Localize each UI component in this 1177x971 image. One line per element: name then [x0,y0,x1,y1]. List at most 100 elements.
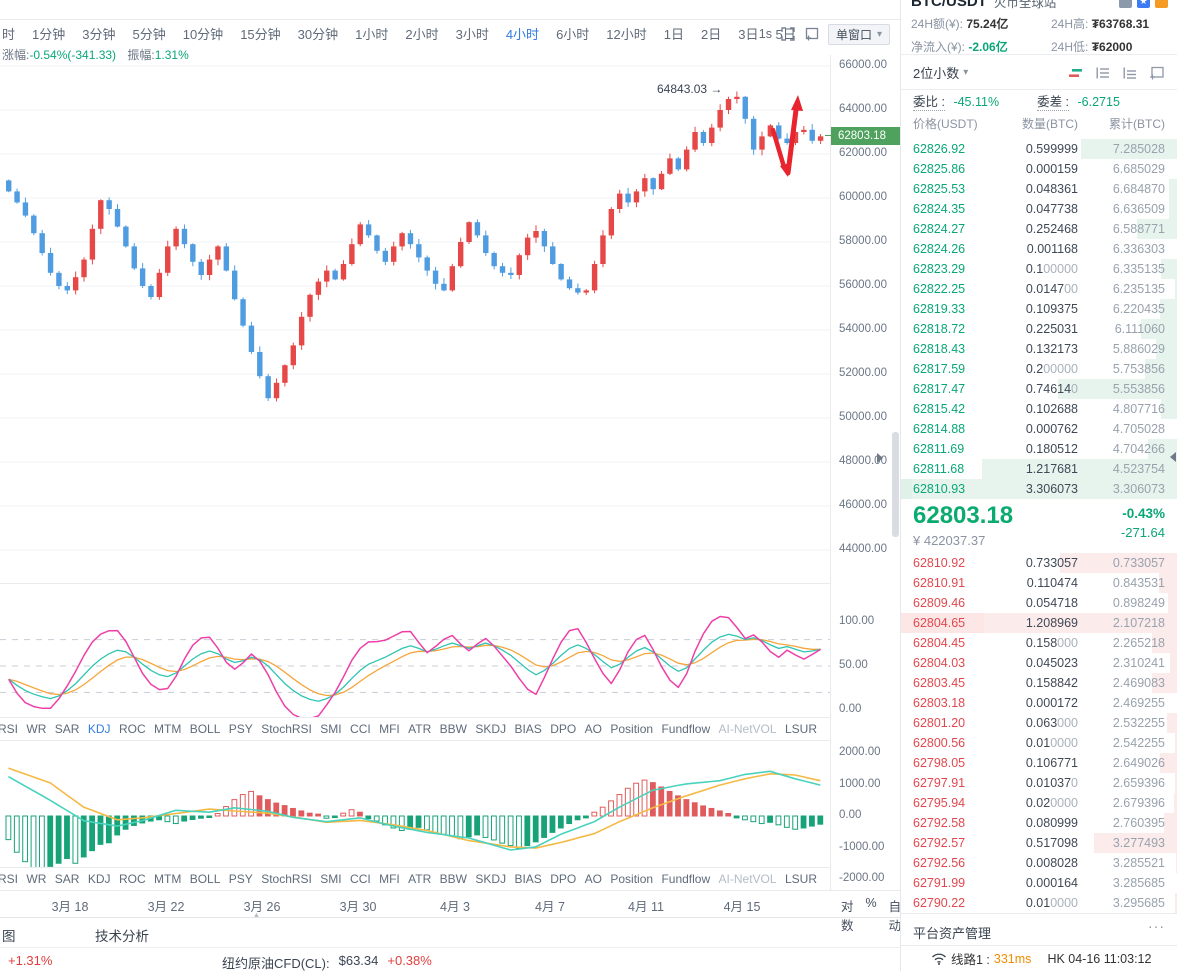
timeframe-15分钟[interactable]: 15分钟 [240,27,281,42]
indicator-tab-SMI[interactable]: SMI [320,872,342,886]
indicator-tab-ATR[interactable]: ATR [408,872,432,886]
single-list-icon[interactable] [1122,66,1138,80]
timeframe-5分钟[interactable]: 5分钟 [132,27,166,42]
timeframe-时[interactable]: 时 [2,27,16,42]
indicator-tab-BIAS[interactable]: BIAS [514,872,542,886]
indicator-tab-MTM[interactable]: MTM [154,872,182,886]
indicator-tab-BOLL[interactable]: BOLL [189,722,221,736]
bid-price[interactable]: 62810.92 [913,556,966,570]
depth-view-icon[interactable] [1067,66,1084,80]
ask-price[interactable]: 62818.72 [913,322,966,336]
bid-price[interactable]: 62804.45 [913,636,966,650]
bid-row[interactable]: 62804.65 1.208969 2.107218 [901,613,1177,633]
add-pane-icon[interactable] [804,27,819,41]
indicator-tab-SAR[interactable]: SAR [54,872,80,886]
alert-icon[interactable] [1119,0,1132,8]
axis-scrollbar[interactable] [892,432,899,537]
indicator-tab-AI-NetVOL[interactable]: AI-NetVOL [718,872,777,886]
ask-price[interactable]: 62811.69 [913,442,965,456]
bid-price[interactable]: 62792.56 [913,856,966,870]
ask-price[interactable]: 62825.86 [913,162,966,176]
indicator-tab-CCI[interactable]: CCI [350,872,371,886]
ask-row[interactable]: 62811.68 1.217681 4.523754 [901,459,1177,479]
timeframe-4小时[interactable]: 4小时 [505,27,540,42]
ask-price[interactable]: 62817.47 [913,382,966,396]
bid-row[interactable]: 62792.58 0.080999 2.760395 [901,813,1177,833]
indicator-tab-ROC[interactable]: ROC [118,872,146,886]
panel-collapse-handle[interactable] [1170,452,1176,462]
timeframe-5日[interactable]: 5日 [775,27,796,42]
ticker-instrument[interactable]: 纽约原油CFD(CL): [222,956,330,971]
indicator-tab-WR[interactable]: WR [26,722,47,736]
timeframe-1日[interactable]: 1日 [663,27,684,42]
ask-row[interactable]: 62815.42 0.102688 4.807716 [901,399,1177,419]
indicator-tab-Fundflow[interactable]: Fundflow [661,722,711,736]
ask-row[interactable]: 62824.26 0.001168 6.336303 [901,239,1177,259]
indicator-tab-Position[interactable]: Position [610,722,654,736]
indicator-tab-ROC[interactable]: ROC [118,722,146,736]
bid-price[interactable]: 62809.46 [913,596,966,610]
ask-price[interactable]: 62810.93 [913,482,966,496]
ask-price[interactable]: 62824.35 [913,202,966,216]
bid-row[interactable]: 62792.56 0.008028 3.285521 [901,853,1177,873]
indicator-tab-LSUR[interactable]: LSUR [784,722,817,736]
indicator-tab-RSI[interactable]: RSI [0,872,19,886]
bid-row[interactable]: 62801.20 0.063000 2.532255 [901,713,1177,733]
ask-row[interactable]: 62825.53 0.048361 6.684870 [901,179,1177,199]
bid-price[interactable]: 62795.94 [913,796,966,810]
indicator-tab-StochRSI[interactable]: StochRSI [261,872,312,886]
bid-row[interactable]: 62795.94 0.020000 2.679396 [901,793,1177,813]
bid-price[interactable]: 62804.65 [913,616,966,630]
ask-price[interactable]: 62814.88 [913,422,966,436]
ask-price[interactable]: 62811.68 [913,462,965,476]
bid-row[interactable]: 62790.22 0.010000 3.295685 [901,893,1177,913]
indicator-tab-RSI[interactable]: RSI [0,722,19,736]
bid-row[interactable]: 62792.57 0.517098 3.277493 [901,833,1177,853]
bid-price[interactable]: 62800.56 [913,736,966,750]
indicator-tab-KDJ[interactable]: KDJ [87,872,111,886]
indicator-tab-MTM[interactable]: MTM [154,722,182,736]
bid-price[interactable]: 62803.18 [913,696,966,710]
timeframe-1分钟[interactable]: 1分钟 [32,27,66,42]
indicator-tab-MFI[interactable]: MFI [379,722,400,736]
ask-price[interactable]: 62822.25 [913,282,966,296]
ask-price[interactable]: 62818.43 [913,342,966,356]
ask-price[interactable]: 62825.53 [913,182,966,196]
bid-price[interactable]: 62792.57 [913,836,966,850]
bid-row[interactable]: 62809.46 0.054718 0.898249 [901,593,1177,613]
indicator-tab-DPO[interactable]: DPO [550,872,577,886]
panel-expand-handle[interactable] [877,453,883,463]
indicator-tab-BIAS[interactable]: BIAS [514,722,542,736]
bid-price[interactable]: 62792.58 [913,816,966,830]
ask-price[interactable]: 62824.27 [913,222,966,236]
ask-row[interactable]: 62814.88 0.000762 4.705028 [901,419,1177,439]
scale-button-自动[interactable]: 自动 [888,900,902,933]
add-window-icon[interactable] [1149,66,1165,80]
ask-row[interactable]: 62818.43 0.132173 5.886029 [901,339,1177,359]
kdj-indicator-pane[interactable] [0,585,830,717]
bid-row[interactable]: 62791.99 0.000164 3.285685 [901,873,1177,893]
bid-row[interactable]: 62797.91 0.010370 2.659396 [901,773,1177,793]
timeframe-6小时[interactable]: 6小时 [556,27,590,42]
ask-price[interactable]: 62815.42 [913,402,966,416]
bid-row[interactable]: 62798.05 0.106771 2.649026 [901,753,1177,773]
ask-row[interactable]: 62811.69 0.180512 4.704266 [901,439,1177,459]
ask-row[interactable]: 62822.25 0.014700 6.235135 [901,279,1177,299]
timeframe-3日[interactable]: 3日 [738,27,759,42]
list-view-icon[interactable] [1095,66,1111,80]
timeframe-10分钟[interactable]: 10分钟 [182,27,224,42]
timeframe-3小时[interactable]: 3小时 [455,27,489,42]
indicator-tab-SKDJ[interactable]: SKDJ [475,722,507,736]
timeframe-2日[interactable]: 2日 [701,27,722,42]
bid-row[interactable]: 62810.91 0.110474 0.843531 [901,573,1177,593]
ask-row[interactable]: 62823.29 0.100000 6.335135 [901,259,1177,279]
ask-row[interactable]: 62810.93 3.306073 3.306073 [901,479,1177,499]
scale-button-%[interactable]: % [865,896,877,910]
bid-price[interactable]: 62803.45 [913,676,966,690]
indicator-tab-ATR[interactable]: ATR [408,722,432,736]
line-label[interactable]: 线路1 : [951,953,990,967]
decimals-select[interactable]: 2位小数 [913,63,968,82]
ask-row[interactable]: 62824.35 0.047738 6.636509 [901,199,1177,219]
indicator-tab-CCI[interactable]: CCI [350,722,371,736]
ask-row[interactable]: 62817.47 0.746140 5.553856 [901,379,1177,399]
